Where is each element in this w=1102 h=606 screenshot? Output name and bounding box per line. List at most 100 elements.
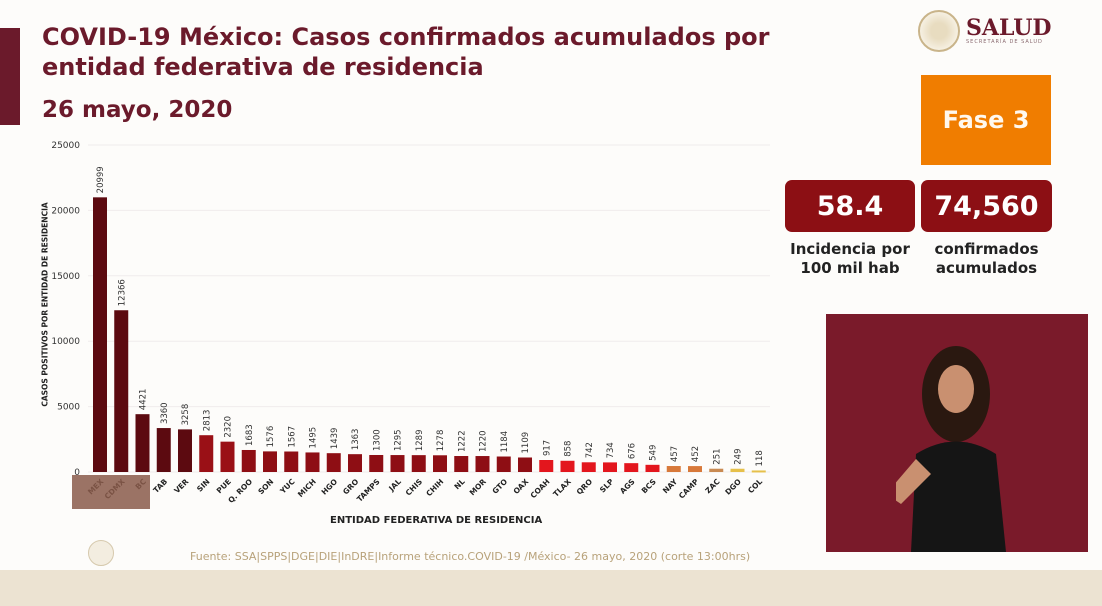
data-label: 1495 (309, 427, 319, 449)
data-label: 1363 (351, 429, 361, 451)
data-label: 1184 (500, 431, 510, 453)
bar (730, 468, 745, 472)
x-tick-label: TLAX (551, 477, 573, 499)
accent-bar (0, 28, 20, 125)
incidence-caption: Incidencia por 100 mil hab (790, 240, 910, 277)
bar (645, 464, 660, 472)
x-tick-label: PUE (215, 477, 233, 495)
logo-subtext: SECRETARÍA DE SALUD (966, 39, 1043, 45)
x-tick-label: JAL (386, 477, 403, 494)
sign-language-interpreter-video (826, 314, 1088, 552)
historical-figures-image (72, 475, 150, 509)
confirmed-caption: confirmados acumulados (934, 240, 1039, 277)
seal-icon (88, 540, 114, 566)
y-tick-label: 10000 (51, 337, 80, 347)
x-tick-label: CHIS (404, 477, 424, 497)
data-label: 1439 (330, 428, 340, 450)
bar (411, 455, 426, 472)
data-label: 676 (627, 443, 637, 459)
data-label: 1300 (372, 429, 382, 451)
data-label: 12366 (117, 279, 127, 306)
y-tick-label: 0 (74, 468, 80, 478)
bar-chart: 050001000015000200002500020999MEX12366CD… (51, 141, 770, 509)
x-tick-label: SIN (195, 477, 212, 494)
data-label: 917 (542, 440, 552, 456)
x-tick-label: BCS (640, 477, 658, 495)
y-tick-label: 15000 (51, 272, 80, 282)
salud-logo: SALUD SECRETARÍA DE SALUD (918, 10, 1052, 52)
bar (114, 310, 129, 472)
y-tick-label: 5000 (57, 403, 80, 413)
bar (263, 451, 277, 472)
logo-text: SALUD (966, 15, 1052, 41)
data-label: 1222 (457, 430, 467, 452)
bar (284, 451, 299, 472)
interpreter-figure (896, 346, 1006, 552)
data-label: 1295 (394, 429, 404, 451)
bar (220, 441, 235, 472)
x-tick-label: OAX (511, 477, 530, 496)
bar (666, 466, 681, 472)
data-label: 549 (649, 445, 659, 461)
bar (433, 455, 447, 472)
x-tick-label: TAMPS (355, 477, 382, 504)
bar (135, 414, 150, 472)
data-label: 2320 (224, 416, 234, 438)
footer-band (0, 570, 1102, 606)
data-label: 3258 (181, 404, 191, 426)
bar (326, 453, 341, 472)
x-tick-label: SLP (598, 477, 616, 495)
x-tick-label: HGO (319, 477, 339, 497)
bar (178, 429, 192, 472)
x-tick-label: MOR (468, 477, 488, 497)
bar (581, 462, 596, 472)
y-axis-label: CASOS POSITIVOS POR ENTIDAD DE RESIDENCI… (40, 202, 50, 407)
data-label: 1683 (245, 424, 255, 446)
bar (751, 470, 766, 473)
data-label: 742 (585, 442, 595, 458)
x-tick-label: ZAC (703, 477, 722, 496)
bar (539, 460, 554, 472)
y-tick-label: 25000 (51, 141, 80, 151)
bar (390, 455, 405, 472)
x-axis-label: ENTIDAD FEDERATIVA DE RESIDENCIA (330, 515, 543, 526)
data-label: 457 (670, 446, 680, 462)
bar (475, 456, 490, 472)
data-label: 3360 (160, 402, 170, 424)
x-tick-label: GTO (490, 477, 509, 496)
data-label: 251 (712, 448, 722, 464)
report-date: 26 mayo, 2020 (42, 97, 233, 123)
data-label: 2813 (202, 410, 212, 432)
bar (688, 466, 702, 472)
bar (603, 462, 617, 472)
data-label: 734 (606, 442, 616, 458)
data-label: 1109 (521, 432, 531, 454)
x-tick-label: MICH (296, 477, 318, 499)
x-tick-label: AGS (618, 477, 637, 496)
data-label: 1289 (415, 429, 425, 451)
data-label: 1567 (287, 426, 297, 448)
x-tick-label: DGO (723, 477, 743, 497)
bar (241, 449, 256, 472)
data-label: 452 (691, 446, 701, 462)
bar (454, 456, 469, 472)
bar (518, 457, 532, 472)
x-tick-label: CAMP (677, 477, 701, 501)
seal-icon (918, 10, 960, 52)
confirmed-value: 74,560 (921, 180, 1052, 232)
y-tick-label: 20000 (51, 206, 80, 216)
bar (709, 468, 724, 472)
bar (496, 456, 511, 472)
x-tick-label: NAY (661, 477, 680, 496)
bar (199, 435, 214, 472)
bar (93, 197, 107, 473)
phase-badge: Fase 3 (921, 75, 1051, 165)
bar (369, 454, 384, 472)
data-label: 249 (734, 449, 744, 465)
bar (624, 463, 639, 472)
data-label: 1220 (479, 430, 489, 452)
x-tick-label: NL (452, 477, 466, 491)
bar (305, 452, 320, 472)
x-tick-label: TAB (151, 477, 169, 495)
bar (156, 428, 171, 472)
